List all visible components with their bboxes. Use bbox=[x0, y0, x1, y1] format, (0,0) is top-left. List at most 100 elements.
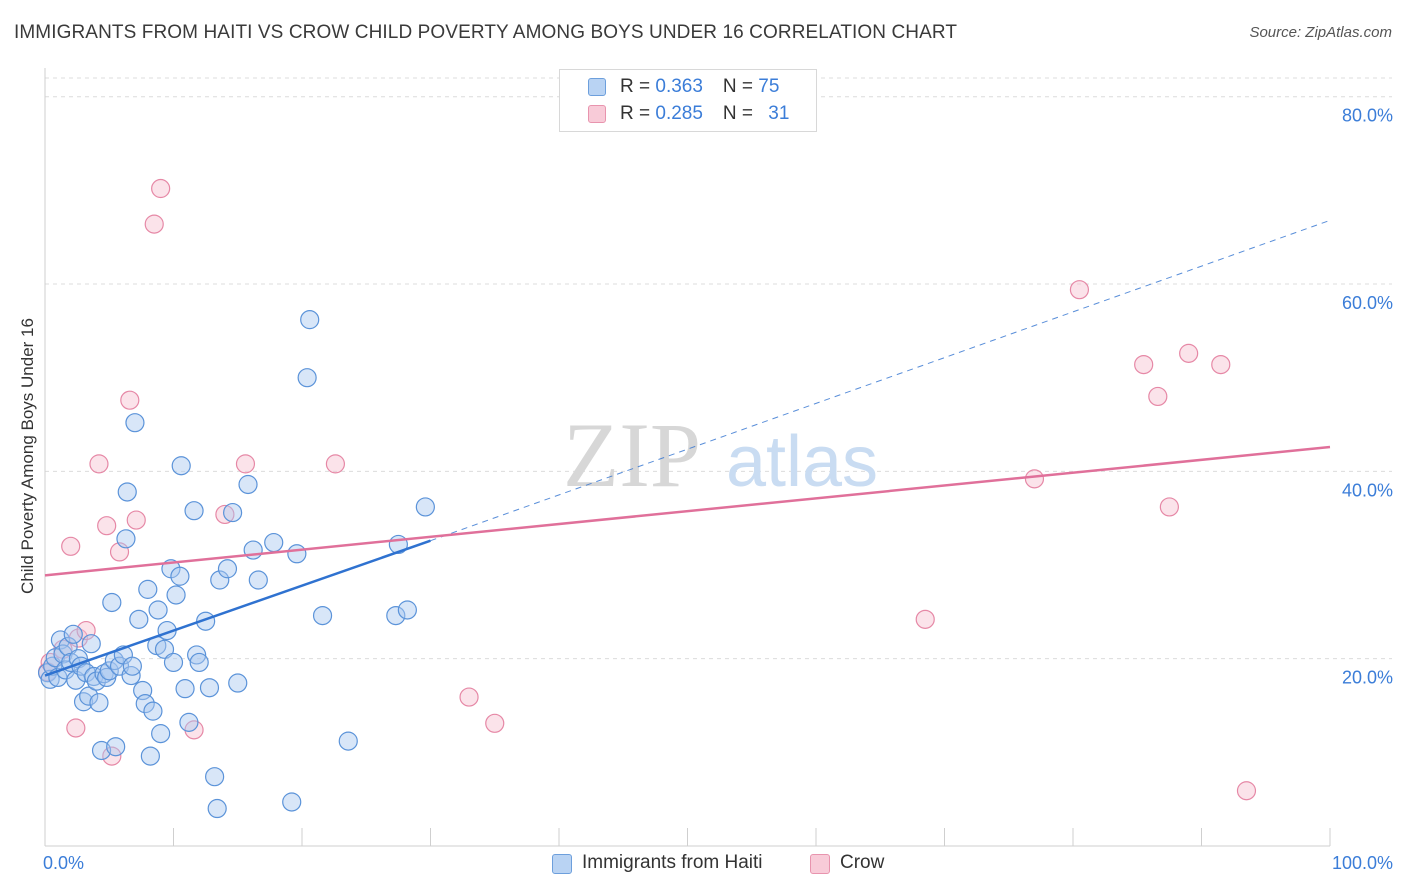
haiti-point bbox=[248, 570, 268, 590]
haiti-point bbox=[140, 746, 160, 766]
crow-point bbox=[915, 609, 935, 629]
haiti-point bbox=[210, 570, 230, 590]
haiti-point bbox=[223, 502, 243, 523]
grid-lines bbox=[45, 77, 1392, 660]
haiti-point bbox=[205, 767, 225, 787]
watermark-zip: ZIP bbox=[563, 404, 701, 506]
haiti-point bbox=[228, 673, 248, 693]
haiti-r-value: 0.363 bbox=[655, 76, 703, 97]
haiti-point bbox=[207, 798, 227, 819]
crow-point bbox=[1236, 781, 1257, 801]
y-tick-label: 80.0% bbox=[1342, 106, 1393, 126]
haiti-n-label: N = bbox=[722, 76, 759, 97]
legend-haiti-label: Immigrants from Haiti bbox=[582, 852, 763, 873]
haiti-point bbox=[170, 566, 190, 586]
crow-point bbox=[1148, 386, 1168, 407]
crow-point bbox=[485, 713, 505, 733]
haiti-point bbox=[397, 600, 417, 620]
haiti-point bbox=[238, 474, 258, 495]
haiti-point bbox=[187, 645, 207, 665]
haiti-point bbox=[217, 559, 238, 579]
crow-point bbox=[215, 504, 235, 525]
crow-point bbox=[235, 454, 256, 474]
crow-point bbox=[120, 390, 140, 410]
crow-trend-line bbox=[44, 445, 1331, 577]
haiti-trend-extension bbox=[430, 219, 1331, 542]
haiti-point bbox=[89, 693, 109, 713]
crow-n-label: N = bbox=[722, 103, 759, 124]
haiti-point bbox=[287, 544, 307, 564]
haiti-point bbox=[102, 592, 122, 613]
tick-labels: 20.0% 40.0% 60.0% 80.0% 0.0% 100.0% bbox=[43, 106, 1393, 873]
chart-title: IMMIGRANTS FROM HAITI VS CROW CHILD POVE… bbox=[14, 22, 958, 43]
haiti-point bbox=[171, 456, 191, 476]
crow-swatch bbox=[588, 105, 606, 123]
crow-point bbox=[459, 687, 479, 707]
haiti-point bbox=[264, 532, 284, 553]
haiti-point bbox=[58, 636, 78, 657]
trend-lines bbox=[44, 219, 1331, 677]
crow-point bbox=[144, 214, 164, 234]
haiti-point bbox=[79, 686, 99, 706]
haiti-point bbox=[122, 656, 142, 676]
haiti-point bbox=[125, 413, 145, 433]
haiti-point bbox=[106, 737, 126, 757]
legend-crow-swatch bbox=[810, 854, 830, 874]
haiti-point bbox=[91, 740, 112, 761]
haiti-point bbox=[81, 634, 101, 654]
haiti-point bbox=[143, 701, 163, 721]
haiti-point bbox=[138, 579, 158, 599]
watermark: ZIP atlas bbox=[563, 404, 878, 506]
crow-r-label: R = bbox=[620, 103, 656, 124]
axes bbox=[44, 68, 1331, 847]
haiti-point bbox=[199, 678, 220, 698]
legend-haiti-text: R = 0.363 N = 75 bbox=[620, 76, 779, 98]
haiti-point bbox=[300, 310, 320, 330]
crow-point bbox=[1179, 343, 1199, 363]
crow-point bbox=[325, 454, 346, 474]
haiti-point bbox=[99, 661, 119, 681]
haiti-point bbox=[282, 792, 302, 812]
haiti-point bbox=[151, 724, 171, 744]
y-axis-label: Child Poverty Among Boys Under 16 bbox=[18, 318, 37, 594]
haiti-trend-line bbox=[44, 539, 431, 677]
haiti-point bbox=[166, 585, 186, 605]
crow-point bbox=[97, 516, 117, 536]
haiti-point bbox=[129, 609, 149, 629]
haiti-point bbox=[116, 529, 136, 549]
crow-n-value: 31 bbox=[768, 103, 790, 124]
haiti-point bbox=[184, 501, 204, 521]
crow-point bbox=[151, 178, 171, 199]
haiti-point bbox=[154, 639, 175, 659]
crow-point bbox=[102, 746, 122, 766]
haiti-swatch bbox=[588, 78, 606, 96]
crow-point bbox=[1024, 469, 1045, 489]
haiti-point bbox=[189, 652, 209, 673]
legend-haiti-swatch bbox=[552, 854, 572, 874]
haiti-point bbox=[297, 368, 317, 388]
haiti-point bbox=[179, 712, 199, 732]
haiti-point bbox=[135, 694, 155, 714]
haiti-point bbox=[63, 624, 83, 644]
crow-point bbox=[89, 454, 109, 474]
crow-point bbox=[1134, 354, 1154, 375]
x-tick-label-min: 0.0% bbox=[43, 853, 84, 873]
haiti-r-label: R = bbox=[620, 76, 656, 97]
crow-point bbox=[61, 536, 81, 556]
correlation-legend: R = 0.363 N = 75 R = 0.285 N = 31 bbox=[559, 69, 817, 132]
crow-point bbox=[66, 718, 86, 738]
crow-point bbox=[126, 510, 146, 530]
haiti-point bbox=[148, 600, 168, 620]
haiti-point bbox=[163, 652, 184, 673]
crow-point bbox=[1211, 354, 1231, 375]
haiti-point bbox=[386, 605, 406, 626]
y-tick-label: 60.0% bbox=[1342, 293, 1393, 313]
x-tick-label-max: 100.0% bbox=[1332, 853, 1393, 873]
crow-r-value: 0.285 bbox=[655, 103, 703, 124]
haiti-point bbox=[117, 482, 137, 502]
haiti-point bbox=[312, 605, 333, 626]
crow-point bbox=[1159, 497, 1179, 517]
y-tick-label: 20.0% bbox=[1342, 668, 1393, 688]
haiti-point bbox=[86, 671, 107, 691]
